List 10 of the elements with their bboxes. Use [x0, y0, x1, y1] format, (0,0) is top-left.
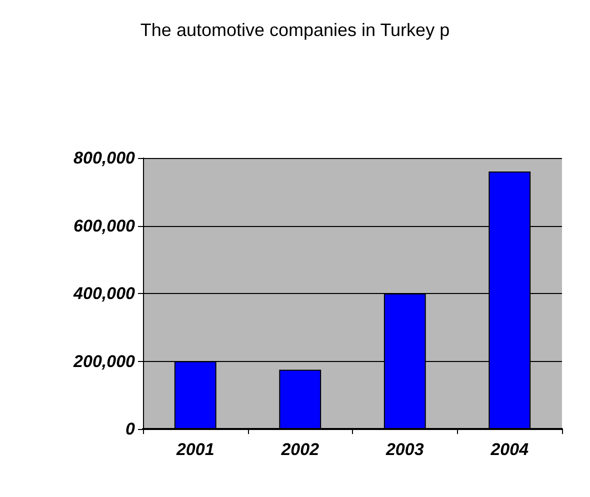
x-tick-label: 2002 [280, 440, 320, 459]
y-tick-label: 0 [126, 420, 136, 438]
y-tick-label: 200,000 [72, 352, 136, 371]
x-tick-label: 2004 [490, 440, 530, 459]
x-tick-label: 2001 [175, 440, 214, 459]
x-tick-label: 2003 [384, 440, 424, 459]
y-tick-label: 800,000 [74, 148, 136, 168]
y-tick-label: 600,000 [74, 216, 136, 236]
chart-title: The automotive companies in Turkey p [140, 20, 450, 40]
y-tick-label: 400,000 [72, 284, 136, 303]
